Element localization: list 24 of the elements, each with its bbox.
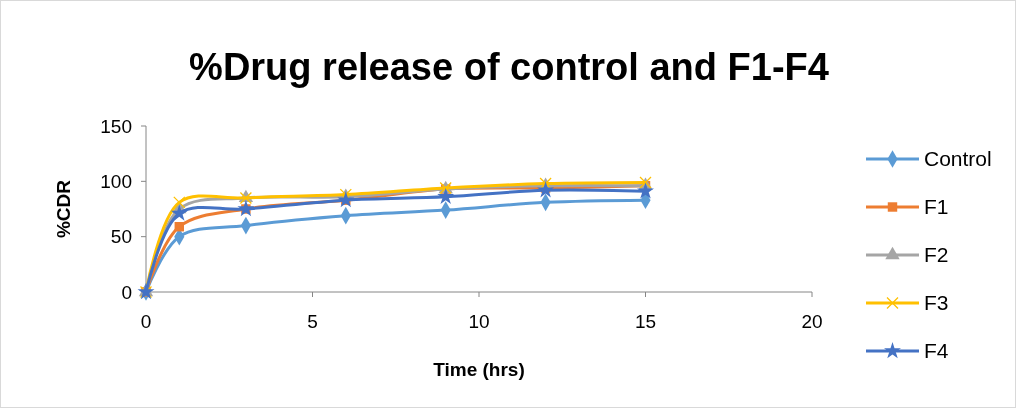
legend-label: F4 xyxy=(924,339,949,363)
y-tick-label: 150 xyxy=(100,115,132,137)
point xyxy=(437,187,455,205)
y-axis-title: %CDR xyxy=(53,179,74,239)
point xyxy=(174,221,185,232)
point xyxy=(237,200,255,217)
legend-label: Control xyxy=(924,147,992,171)
legend-label: F3 xyxy=(924,291,949,315)
x-tick-label: 10 xyxy=(468,311,490,332)
x-tick-label: 0 xyxy=(140,311,152,332)
legend-label: F2 xyxy=(924,243,949,267)
chart-title: %Drug release of control and F1-F4 xyxy=(189,46,829,88)
point xyxy=(173,196,186,209)
x-tick-label: 15 xyxy=(634,311,657,332)
y-tick-label: 0 xyxy=(121,281,132,303)
point xyxy=(637,182,654,199)
y-tick-label: 50 xyxy=(110,226,132,248)
point xyxy=(537,181,555,198)
y-tick-label: 100 xyxy=(100,170,132,192)
legend-label: F1 xyxy=(924,195,949,219)
x-tick-label: 20 xyxy=(801,311,823,332)
point xyxy=(170,204,188,221)
x-axis-title: Time (hrs) xyxy=(433,359,525,380)
x-tick-label: 5 xyxy=(307,311,318,332)
